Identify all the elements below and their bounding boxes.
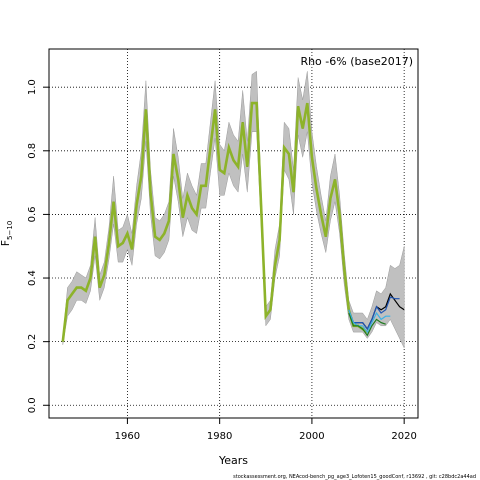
footer-credit: stockassessment.org, NEAcod-bench_pg_age… xyxy=(233,474,476,480)
grid-lines xyxy=(49,49,418,418)
retro-series-line-4 xyxy=(348,312,386,337)
axes: 1960 1980 2000 2020 0.0 0.2 0.4 0.6 0.8 1.0 xyxy=(27,79,417,442)
retro-series-line-3 xyxy=(348,309,391,334)
retrospective-series-layer xyxy=(61,101,400,342)
x-tick-label: 1980 xyxy=(207,431,232,442)
retro-series-line-2 xyxy=(348,296,400,331)
y-axis-label: F5−10 xyxy=(0,221,14,247)
retro-series-line-1 xyxy=(61,101,369,342)
y-tick-label: 0.6 xyxy=(27,206,38,222)
rho-annotation: Rho -6% (base2017) xyxy=(300,55,413,68)
y-tick-label: 0.8 xyxy=(27,143,38,159)
x-axis-label: Years xyxy=(218,454,248,467)
plot-frame xyxy=(48,48,419,419)
x-tick-label: 2020 xyxy=(391,431,416,442)
y-tick-label: 0.0 xyxy=(27,397,38,413)
y-tick-label: 1.0 xyxy=(27,79,38,95)
svg-text:F5−10: F5−10 xyxy=(0,221,14,247)
y-axis-label-main: F xyxy=(0,240,12,246)
y-axis-label-subscript: 5−10 xyxy=(6,221,14,240)
x-tick-label: 1960 xyxy=(115,431,140,442)
y-tick-label: 0.2 xyxy=(27,334,38,350)
x-tick-label: 2000 xyxy=(299,431,324,442)
y-tick-label: 0.4 xyxy=(27,270,38,286)
